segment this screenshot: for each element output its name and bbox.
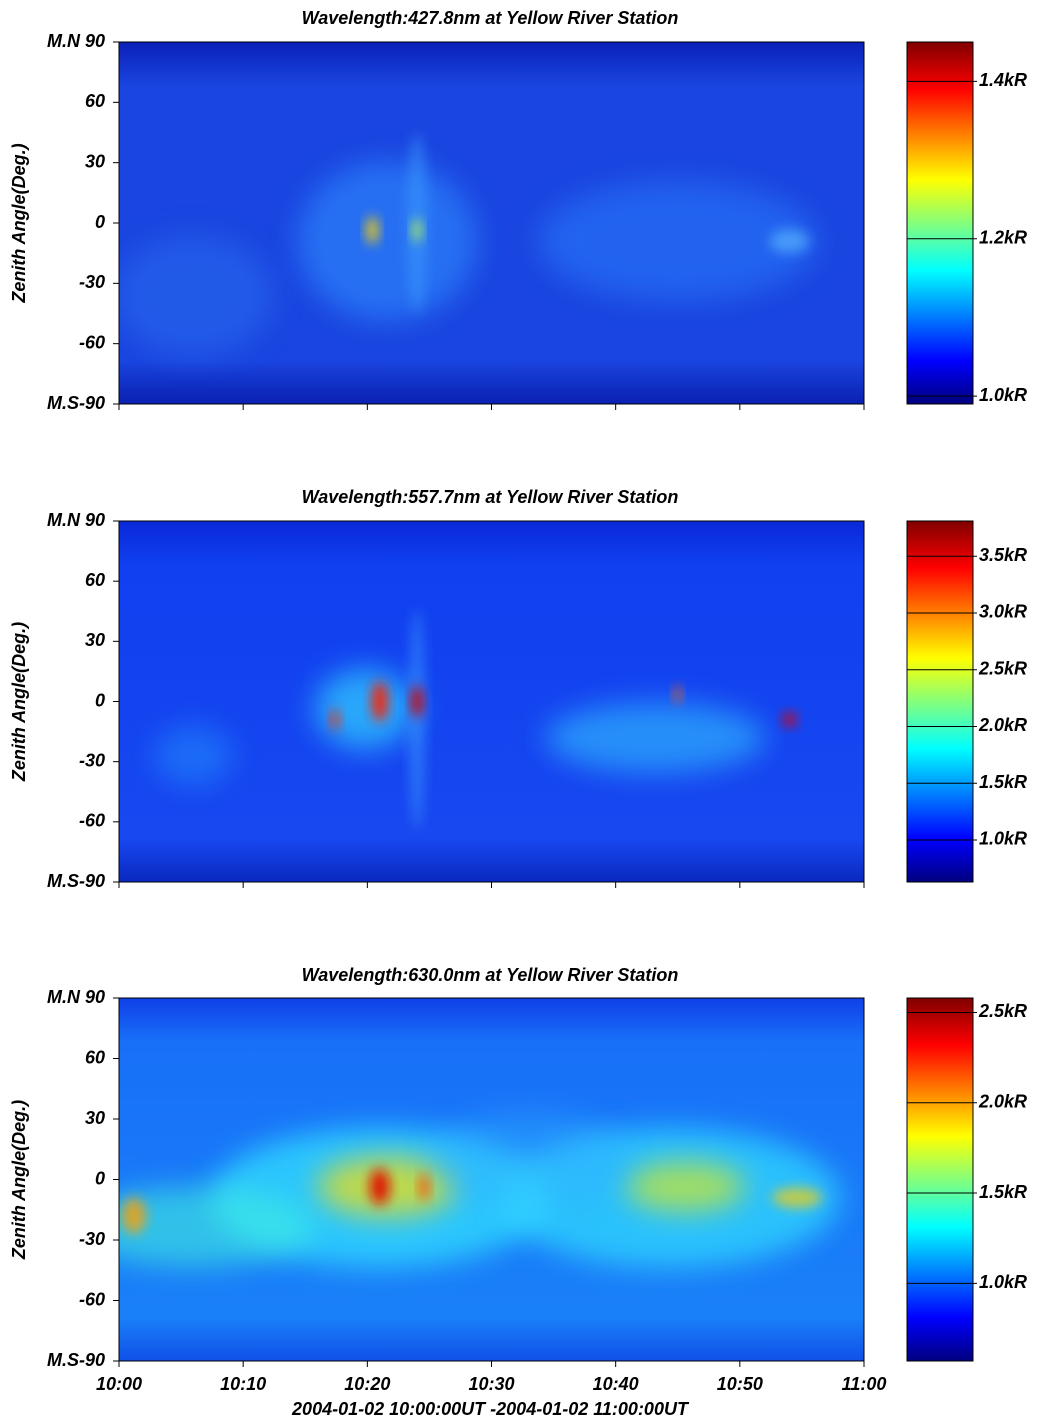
glow (314, 668, 415, 749)
x-axis-label: 2004-01-02 10:00:00UT -2004-01-02 11:00:… (291, 1399, 690, 1419)
chart-title: Wavelength:427.8nm at Yellow River Stati… (302, 8, 679, 28)
glow (409, 609, 425, 830)
glow (297, 161, 478, 322)
x-tick-label: 10:40 (593, 1374, 639, 1394)
heatmap (119, 998, 864, 1361)
heatmap-texture (153, 609, 797, 830)
glow (119, 235, 274, 356)
chart-title: Wavelength:557.7nm at Yellow River Stati… (302, 487, 679, 507)
glow (153, 725, 234, 786)
glow (119, 1186, 314, 1267)
y-tick-label: 60 (85, 1047, 105, 1067)
y-tick-label: 60 (85, 570, 105, 590)
colorbar-tick-label: 1.0kR (979, 385, 1027, 405)
glow (121, 1197, 146, 1234)
y-tick-label: -60 (79, 332, 105, 352)
glow (419, 1172, 430, 1201)
heatmap-texture (119, 133, 818, 356)
colorbar (906, 41, 974, 405)
y-tick-label: M.N 90 (47, 987, 105, 1007)
glow (330, 709, 341, 730)
heatmap (119, 42, 864, 404)
x-tick-label: 10:20 (344, 1374, 390, 1394)
y-tick-label: M.S-90 (47, 393, 105, 413)
y-tick-label: -30 (79, 272, 105, 292)
heatmap-texture (119, 1111, 841, 1268)
y-axis-label: Zenith Angle(Deg.) (9, 1100, 29, 1260)
glow (625, 1161, 746, 1212)
x-tick-label: 10:50 (717, 1374, 763, 1394)
colorbar (906, 520, 974, 883)
y-tick-label: M.N 90 (47, 510, 105, 530)
y-tick-label: M.N 90 (47, 31, 105, 51)
glow (411, 685, 423, 718)
colorbar-tick-label: 3.5kR (979, 545, 1027, 565)
heatmap (119, 521, 864, 882)
heatmap-background (119, 521, 864, 882)
y-tick-label: 30 (85, 151, 105, 171)
colorbar (906, 997, 974, 1362)
colorbar-tick-label: 1.2kR (979, 227, 1027, 247)
y-tick-label: 0 (95, 1168, 105, 1188)
glow (545, 702, 766, 773)
glow (782, 712, 797, 727)
glow (673, 686, 682, 703)
y-tick-label: -60 (79, 1289, 105, 1309)
y-tick-label: 60 (85, 91, 105, 111)
colorbar-tick-label: 1.5kR (979, 1182, 1027, 1202)
colorbar-tick-label: 2.5kR (978, 1001, 1027, 1021)
glow (412, 218, 422, 243)
x-tick-label: 10:10 (220, 1374, 266, 1394)
glow (369, 1168, 390, 1205)
y-tick-label: M.S-90 (47, 1350, 105, 1370)
colorbar-tick-label: 1.0kR (979, 829, 1027, 849)
colorbar-tick-label: 1.5kR (979, 772, 1027, 792)
x-tick-label: 11:00 (842, 1374, 887, 1394)
y-axis-label: Zenith Angle(Deg.) (9, 143, 29, 303)
colorbar-tick-label: 2.0kR (978, 715, 1027, 735)
x-tick-label: 10:00 (96, 1374, 142, 1394)
glow (371, 681, 388, 722)
colorbar-tick-label: 2.5kR (978, 658, 1027, 678)
y-tick-label: M.S-90 (47, 871, 105, 891)
glow (428, 1111, 629, 1212)
colorbar-tick-label: 1.0kR (979, 1272, 1027, 1292)
y-tick-label: -30 (79, 1229, 105, 1249)
y-tick-label: 0 (95, 212, 105, 232)
y-tick-label: -60 (79, 811, 105, 831)
chart-title: Wavelength:630.0nm at Yellow River Stati… (302, 965, 679, 985)
glow (771, 1187, 822, 1208)
y-axis-label: Zenith Angle(Deg.) (9, 622, 29, 782)
y-tick-label: -30 (79, 750, 105, 770)
glow (769, 229, 810, 254)
colorbar-tick-label: 1.4kR (979, 70, 1027, 90)
glow (537, 181, 818, 302)
y-tick-label: 30 (85, 630, 105, 650)
y-tick-label: 30 (85, 1108, 105, 1128)
glow (366, 216, 379, 245)
colorbar-tick-label: 3.0kR (979, 602, 1027, 622)
x-tick-label: 10:30 (468, 1374, 514, 1394)
y-tick-label: 0 (95, 690, 105, 710)
colorbar-tick-label: 2.0kR (978, 1091, 1027, 1111)
